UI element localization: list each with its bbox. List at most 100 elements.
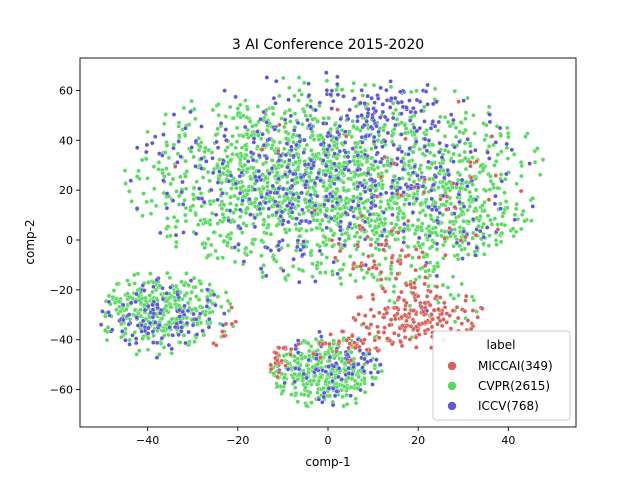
point-cvpr	[362, 147, 368, 153]
point-iccv	[193, 138, 199, 144]
point-iccv	[106, 310, 111, 315]
point-cvpr	[292, 111, 298, 116]
point-cvpr	[353, 104, 359, 109]
point-cvpr	[184, 315, 190, 321]
point-miccai	[444, 207, 449, 212]
point-iccv	[147, 320, 153, 326]
point-cvpr	[163, 112, 168, 117]
point-iccv	[373, 145, 379, 150]
point-miccai	[376, 335, 382, 341]
point-iccv	[414, 97, 420, 103]
point-iccv	[530, 204, 536, 209]
point-iccv	[331, 98, 336, 104]
point-iccv	[193, 164, 198, 169]
point-iccv	[299, 190, 304, 196]
point-iccv	[313, 366, 319, 372]
point-cvpr	[387, 298, 392, 304]
point-iccv	[278, 213, 284, 219]
point-iccv	[335, 129, 340, 135]
point-iccv	[140, 283, 146, 288]
point-cvpr	[271, 371, 276, 376]
point-iccv	[314, 356, 319, 361]
point-cvpr	[347, 254, 353, 259]
point-cvpr	[245, 127, 250, 133]
point-iccv	[350, 199, 356, 204]
point-iccv	[337, 123, 342, 129]
point-iccv	[446, 172, 452, 178]
point-cvpr	[383, 256, 388, 261]
point-iccv	[154, 340, 160, 346]
point-cvpr	[391, 284, 397, 289]
point-cvpr	[445, 285, 451, 290]
point-cvpr	[487, 233, 492, 238]
point-iccv	[166, 342, 172, 348]
point-cvpr	[110, 294, 116, 300]
point-cvpr	[162, 174, 167, 179]
point-iccv	[170, 198, 176, 203]
point-miccai	[402, 307, 408, 312]
point-miccai	[395, 271, 400, 277]
point-miccai	[413, 267, 418, 273]
point-miccai	[468, 163, 473, 169]
point-miccai	[275, 374, 280, 380]
point-cvpr	[103, 328, 108, 333]
point-iccv	[385, 130, 391, 136]
point-miccai	[343, 134, 349, 139]
point-cvpr	[263, 231, 269, 236]
point-iccv	[362, 152, 368, 157]
point-iccv	[417, 125, 423, 131]
point-miccai	[399, 343, 405, 349]
point-iccv	[266, 206, 272, 211]
point-iccv	[322, 202, 327, 207]
point-iccv	[189, 145, 194, 150]
point-cvpr	[287, 107, 292, 113]
point-cvpr	[349, 384, 354, 390]
point-iccv	[349, 205, 354, 210]
point-cvpr	[166, 319, 172, 325]
point-cvpr	[318, 133, 323, 138]
point-miccai	[427, 302, 433, 308]
point-cvpr	[293, 385, 298, 390]
point-iccv	[434, 218, 440, 223]
point-iccv	[157, 322, 162, 328]
point-cvpr	[397, 253, 403, 259]
point-cvpr	[271, 257, 277, 262]
point-iccv	[347, 159, 353, 165]
point-miccai	[276, 369, 282, 375]
point-miccai	[408, 324, 414, 329]
point-iccv	[158, 230, 163, 236]
point-iccv	[343, 150, 349, 155]
point-cvpr	[429, 161, 435, 166]
point-cvpr	[394, 117, 400, 122]
legend-label-miccai: MICCAI(349)	[478, 359, 553, 373]
point-iccv	[431, 182, 436, 188]
point-iccv	[287, 157, 292, 163]
point-iccv	[98, 322, 104, 327]
point-cvpr	[269, 158, 275, 163]
point-iccv	[378, 85, 383, 91]
point-iccv	[328, 92, 334, 97]
point-miccai	[268, 362, 273, 368]
point-cvpr	[334, 156, 340, 161]
point-cvpr	[183, 205, 189, 211]
point-iccv	[217, 169, 222, 174]
point-iccv	[369, 177, 375, 182]
point-cvpr	[261, 263, 266, 268]
point-cvpr	[320, 227, 325, 233]
point-miccai	[448, 326, 454, 331]
point-cvpr	[488, 173, 493, 179]
point-cvpr	[474, 215, 480, 221]
point-cvpr	[255, 144, 260, 149]
point-iccv	[451, 159, 456, 164]
point-cvpr	[296, 98, 301, 103]
point-iccv	[465, 137, 470, 142]
point-cvpr	[308, 250, 314, 256]
point-iccv	[345, 154, 351, 160]
point-iccv	[330, 378, 335, 384]
point-cvpr	[314, 263, 320, 268]
point-cvpr	[452, 88, 458, 94]
point-iccv	[242, 124, 248, 130]
point-iccv	[382, 114, 388, 120]
point-cvpr	[442, 134, 448, 139]
point-iccv	[415, 173, 420, 178]
